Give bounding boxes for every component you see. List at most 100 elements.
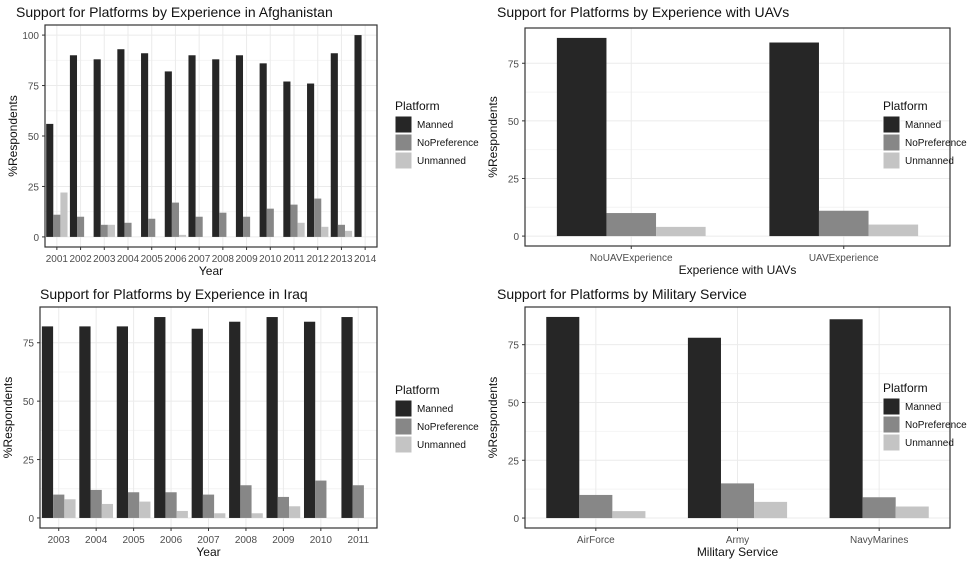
plot-border (39, 306, 378, 529)
bar-manned-2004 (79, 326, 91, 518)
bar-nopreference-2004 (124, 222, 132, 237)
x-tick-label: 2007 (197, 535, 220, 546)
bar-manned-2003 (41, 326, 54, 518)
legend-swatch-nopreference (882, 133, 901, 152)
y-tick-label: 0 (513, 514, 519, 525)
x-tick-label: Army (726, 535, 749, 546)
legend-swatch-unmanned (882, 433, 901, 452)
bar-nopreference-2007 (202, 494, 215, 518)
bar-nopreference-2009 (277, 496, 290, 518)
bar-unmanned-NavyMarines (895, 506, 929, 519)
bar-manned-NoUAVExperience (556, 37, 607, 237)
y-tick-label: 75 (23, 339, 35, 350)
y-tick-label: 25 (28, 182, 40, 193)
bar-nopreference-2013 (337, 224, 345, 237)
bar-unmanned-2007 (214, 513, 226, 518)
bar-nopreference-2012 (314, 198, 322, 237)
bar-unmanned-UAVExperience (868, 224, 919, 237)
plot-border (44, 24, 378, 248)
bar-nopreference-2007 (195, 216, 203, 237)
bar-manned-2005 (141, 53, 149, 237)
bar-nopreference-NavyMarines (862, 497, 896, 519)
y-axis-label: %Respondents (1, 377, 15, 458)
x-tick-label: 2007 (188, 254, 211, 265)
bar-nopreference-2005 (127, 492, 140, 518)
bar-nopreference-2002 (77, 216, 85, 237)
x-tick-label: 2001 (46, 254, 69, 265)
bar-unmanned-2011 (297, 222, 305, 237)
y-tick-label: 0 (513, 232, 519, 243)
x-axis-label: Year (196, 545, 220, 559)
bar-manned-2006 (164, 71, 172, 237)
y-tick-label: 50 (23, 397, 35, 408)
chart-title: Support for Platforms by Experience in A… (16, 4, 333, 20)
bar-manned-UAVExperience (769, 42, 819, 237)
legend-swatch-manned (882, 115, 901, 134)
x-tick-label: 2011 (348, 535, 370, 546)
y-tick-label: 25 (508, 174, 520, 185)
bar-manned-2003 (93, 59, 101, 237)
bar-manned-2007 (191, 328, 203, 518)
bar-manned-2007 (188, 55, 196, 237)
legend-label-unmanned: Unmanned (417, 156, 466, 167)
legend-swatch-nopreference (394, 133, 413, 152)
bar-manned-Army (687, 337, 721, 519)
chart-panel-1: Support for Platforms by Experience with… (486, 4, 967, 277)
x-tick-label: 2011 (283, 254, 305, 265)
x-tick-label: 2010 (259, 254, 282, 265)
legend-label-manned: Manned (905, 120, 941, 131)
x-tick-label: 2013 (330, 254, 353, 265)
legend-label-nopreference: NoPreference (417, 422, 479, 433)
x-axis-label: Experience with UAVs (679, 263, 797, 277)
bar-manned-2011 (341, 317, 353, 518)
bar-nopreference-2011 (352, 485, 364, 518)
bar-manned-2008 (229, 321, 241, 518)
bar-unmanned-2006 (178, 234, 187, 237)
y-tick-label: 75 (508, 341, 520, 352)
bar-manned-2006 (154, 317, 166, 518)
y-tick-label: 100 (22, 31, 39, 42)
y-axis-label: %Respondents (6, 95, 20, 176)
y-tick-label: 50 (508, 117, 520, 128)
chart-panel-2: Support for Platforms by Experience in I… (1, 286, 479, 559)
bar-unmanned-NoUAVExperience (656, 226, 706, 237)
bar-manned-2009 (266, 317, 278, 518)
x-tick-label: 2008 (212, 254, 235, 265)
bar-manned-2008 (212, 59, 220, 237)
x-tick-label: UAVExperience (809, 253, 879, 264)
bar-nopreference-2001 (53, 214, 61, 237)
x-tick-label: NavyMarines (850, 535, 908, 546)
bar-nopreference-2010 (266, 208, 274, 237)
bar-nopreference-2011 (290, 204, 298, 237)
legend-swatch-manned (394, 399, 413, 418)
bar-manned-2013 (330, 53, 338, 237)
bar-manned-2001 (46, 123, 54, 237)
y-tick-label: 75 (28, 82, 40, 93)
x-tick-label: 2002 (69, 254, 92, 265)
legend-title: Platform (883, 99, 928, 113)
legend-swatch-manned (882, 397, 901, 416)
legend-swatch-unmanned (394, 151, 413, 170)
legend-swatch-manned (394, 115, 413, 134)
bar-manned-2004 (117, 49, 125, 237)
legend-label-manned: Manned (905, 402, 941, 413)
x-tick-label: 2006 (164, 254, 187, 265)
bar-manned-2011 (283, 81, 291, 237)
bar-unmanned-2012 (321, 226, 329, 237)
bar-manned-2014 (354, 35, 362, 237)
x-tick-label: 2004 (117, 254, 140, 265)
legend-title: Platform (395, 99, 440, 113)
x-axis-label: Military Service (697, 545, 779, 559)
chart-panel-3: Support for Platforms by Military Servic… (486, 286, 967, 559)
chart-title: Support for Platforms by Experience in I… (40, 286, 308, 302)
x-tick-label: AirForce (577, 535, 615, 546)
legend-label-manned: Manned (417, 404, 453, 415)
y-tick-label: 25 (23, 456, 35, 467)
legend-swatch-nopreference (882, 415, 901, 434)
bar-nopreference-NoUAVExperience (606, 213, 657, 237)
legend-title: Platform (883, 381, 928, 395)
bar-manned-2009 (235, 55, 244, 237)
x-tick-label: 2004 (85, 535, 108, 546)
bar-nopreference-2006 (171, 202, 179, 237)
bar-unmanned-2008 (251, 513, 263, 518)
